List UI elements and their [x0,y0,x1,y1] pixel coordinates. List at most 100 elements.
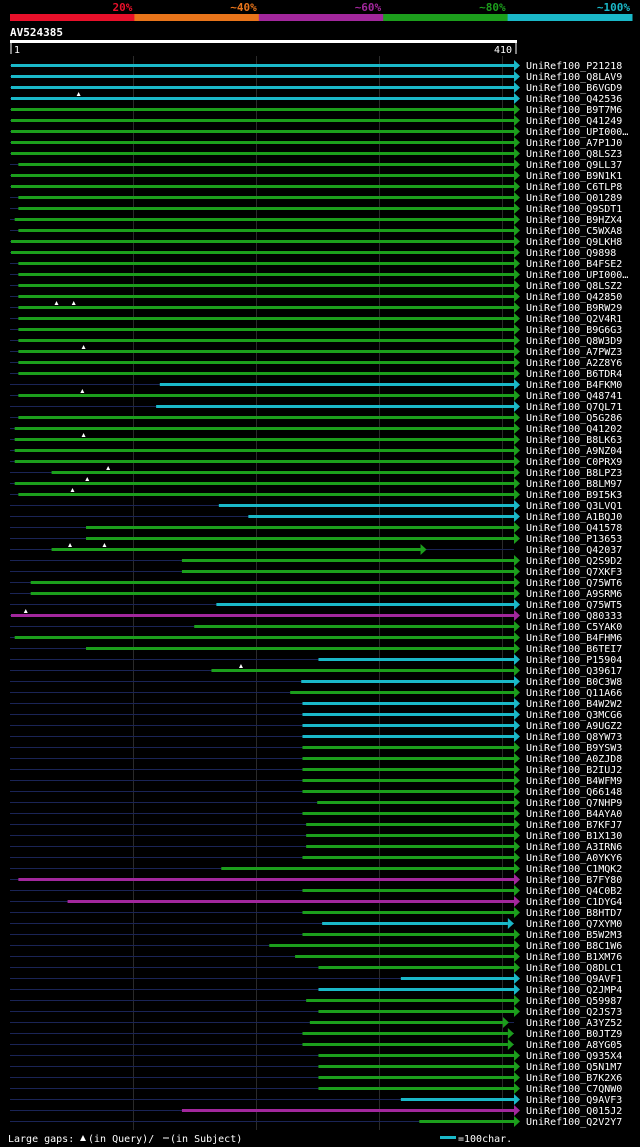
hit-label[interactable]: UniRef100_B8LM97 [526,479,622,490]
hit-label[interactable]: UniRef100_A8YG05 [526,1040,622,1051]
hit-label[interactable]: UniRef100_C1DYG4 [526,897,622,908]
hit-label[interactable]: UniRef100_Q41202 [526,424,622,435]
hit-row[interactable]: UniRef100_B4FKM0 [10,379,622,391]
hit-label[interactable]: UniRef100_B4AYA0 [526,809,622,820]
hit-row[interactable]: UniRef100_B9I5K3 [10,488,622,501]
hit-row[interactable]: UniRef100_B6TDR4 [10,368,622,380]
hit-row[interactable]: UniRef100_C6TLP8 [10,181,622,193]
hit-row[interactable]: UniRef100_Q41202 [10,423,622,435]
hit-label[interactable]: UniRef100_B8C1W6 [526,941,622,952]
hit-row[interactable]: UniRef100_Q8YW73 [10,731,622,743]
hit-row[interactable]: UniRef100_Q3MCG6 [10,709,622,721]
hit-label[interactable]: UniRef100_B6TDR4 [526,369,622,380]
hit-label[interactable]: UniRef100_B8LPZ3 [526,468,622,479]
hit-row[interactable]: UniRef100_Q42850 [10,291,622,303]
hit-label[interactable]: UniRef100_UPI000… [526,127,628,138]
hit-label[interactable]: UniRef100_B4FKM0 [526,380,622,391]
hit-row[interactable]: UniRef100_A9UGZ2 [10,720,622,732]
hit-label[interactable]: UniRef100_B9T7M6 [526,105,622,116]
hit-label[interactable]: UniRef100_Q75WT6 [526,578,622,589]
hit-row[interactable]: UniRef100_Q80333 [10,609,622,622]
hit-row[interactable]: UniRef100_Q39617 [10,664,622,677]
hit-row[interactable]: UniRef100_A9SRM6 [10,588,622,600]
hit-row[interactable]: UniRef100_Q2JS73 [10,1006,622,1018]
hit-label[interactable]: UniRef100_Q935X4 [526,1051,622,1062]
hit-label[interactable]: UniRef100_B7KFJ7 [526,820,622,831]
hit-row[interactable]: UniRef100_Q5G286 [10,412,622,424]
hit-row[interactable]: UniRef100_B9RW29 [10,301,622,314]
hit-label[interactable]: UniRef100_Q75WT5 [526,600,622,611]
hit-label[interactable]: UniRef100_B8LK63 [526,435,622,446]
hit-row[interactable]: UniRef100_Q9SDT1 [10,203,622,215]
hit-label[interactable]: UniRef100_A3YZ52 [526,1018,622,1029]
hit-row[interactable]: UniRef100_C5YAK0 [10,621,622,633]
hit-label[interactable]: UniRef100_A1BQJ0 [526,512,622,523]
hit-label[interactable]: UniRef100_Q7XKF3 [526,567,622,578]
hit-label[interactable]: UniRef100_P15904 [526,655,622,666]
hit-label[interactable]: UniRef100_B2IUJ2 [526,765,622,776]
hit-label[interactable]: UniRef100_B6TEI7 [526,644,622,655]
hit-label[interactable]: UniRef100_Q80333 [526,611,622,622]
hit-row[interactable]: UniRef100_A3IRN6 [10,841,622,853]
hit-row[interactable]: UniRef100_Q7NHP9 [10,797,622,809]
hit-label[interactable]: UniRef100_B4W2W2 [526,699,622,710]
hit-label[interactable]: UniRef100_Q3LVQ1 [526,501,622,512]
hit-label[interactable]: UniRef100_B9HZX4 [526,215,622,226]
hit-label[interactable]: UniRef100_Q015J2 [526,1106,622,1117]
hit-row[interactable]: UniRef100_B8LPZ3 [10,466,622,479]
hit-row[interactable]: UniRef100_Q48741 [10,389,622,402]
hit-row[interactable]: UniRef100_Q2V4R1 [10,313,622,325]
hit-label[interactable]: UniRef100_Q7XYM0 [526,919,622,930]
hit-label[interactable]: UniRef100_A7P1J0 [526,138,622,149]
hit-label[interactable]: UniRef100_B9N1K1 [526,171,622,182]
hit-label[interactable]: UniRef100_Q7QL71 [526,402,622,413]
hit-row[interactable]: UniRef100_B9N1K1 [10,170,622,182]
hit-row[interactable]: UniRef100_UPI000… [10,126,628,138]
hit-label[interactable]: UniRef100_B1X130 [526,831,622,842]
hit-row[interactable]: UniRef100_B8LM97 [10,477,622,490]
hit-label[interactable]: UniRef100_Q2S9D2 [526,556,622,567]
hit-label[interactable]: UniRef100_Q3MCG6 [526,710,622,721]
hit-row[interactable]: UniRef100_Q8LAV9 [10,71,622,83]
hit-label[interactable]: UniRef100_Q9898 [526,248,616,259]
hit-label[interactable]: UniRef100_B9I5K3 [526,490,622,501]
hit-label[interactable]: UniRef100_Q01289 [526,193,622,204]
hit-row[interactable]: UniRef100_B7K2X6 [10,1072,622,1084]
hit-row[interactable]: UniRef100_Q8DLC1 [10,962,622,974]
hit-row[interactable]: UniRef100_Q8W3D9 [10,335,622,347]
hit-label[interactable]: UniRef100_Q8LAV9 [526,72,622,83]
hit-row[interactable]: UniRef100_Q41249 [10,115,622,127]
hit-row[interactable]: UniRef100_Q9898 [10,247,616,259]
hit-label[interactable]: UniRef100_B6VGD9 [526,83,622,94]
hit-row[interactable]: UniRef100_Q2JMP4 [10,984,622,996]
hit-label[interactable]: UniRef100_UPI000… [526,270,628,281]
hit-row[interactable]: UniRef100_Q11A66 [10,687,622,699]
hit-row[interactable]: UniRef100_A3YZ52 [10,1017,622,1029]
hit-label[interactable]: UniRef100_B7K2X6 [526,1073,622,1084]
hit-row[interactable]: UniRef100_Q9AVF3 [10,1094,622,1106]
hit-label[interactable]: UniRef100_Q48741 [526,391,622,402]
hit-row[interactable]: UniRef100_Q015J2 [10,1105,622,1117]
hit-label[interactable]: UniRef100_Q2JS73 [526,1007,622,1018]
hit-row[interactable]: UniRef100_B0C3W8 [10,676,622,688]
hit-row[interactable]: UniRef100_B7KFJ7 [10,819,622,831]
hit-row[interactable]: UniRef100_B6VGD9 [10,82,622,94]
hit-label[interactable]: UniRef100_A9NZ04 [526,446,622,457]
hit-row[interactable]: UniRef100_Q3LVQ1 [10,500,622,512]
hit-row[interactable]: UniRef100_B4WFM9 [10,775,622,787]
hit-label[interactable]: UniRef100_Q7NHP9 [526,798,622,809]
hit-label[interactable]: UniRef100_B0C3W8 [526,677,622,688]
hit-label[interactable]: UniRef100_A0YKY6 [526,853,622,864]
hit-row[interactable]: UniRef100_Q75WT6 [10,577,622,589]
hit-row[interactable]: UniRef100_Q5N1M7 [10,1061,622,1073]
hit-label[interactable]: UniRef100_C1MQK2 [526,864,622,875]
hit-row[interactable]: UniRef100_P15904 [10,654,622,666]
hit-row[interactable]: UniRef100_B7FY80 [10,874,622,886]
hit-label[interactable]: UniRef100_A3IRN6 [526,842,622,853]
hit-row[interactable]: UniRef100_A1BQJ0 [10,511,622,523]
hit-row[interactable]: UniRef100_Q59987 [10,995,622,1007]
hit-row[interactable]: UniRef100_C1MQK2 [10,863,622,875]
hit-label[interactable]: UniRef100_A2Z8Y6 [526,358,622,369]
hit-row[interactable]: UniRef100_B8HTD7 [10,907,622,919]
hit-row[interactable]: UniRef100_C5WXA8 [10,225,622,237]
